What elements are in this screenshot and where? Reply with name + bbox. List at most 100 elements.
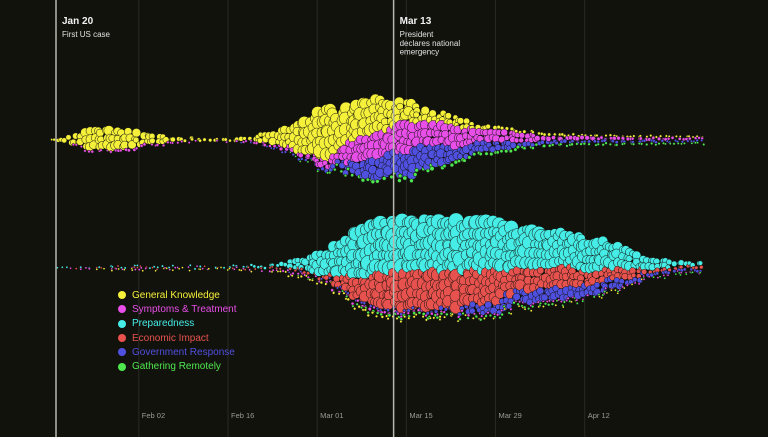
- bubble-general-knowledge: [110, 269, 114, 272]
- bubble-general-knowledge: [324, 282, 328, 286]
- legend-item: Government Response: [118, 345, 236, 359]
- bubble-preparedness: [666, 259, 673, 266]
- bubble-preparedness: [671, 260, 678, 267]
- bubble-gathering-remotely: [375, 179, 380, 184]
- bubble-general-knowledge: [181, 266, 184, 269]
- bubble-symptoms-treatment: [500, 308, 504, 312]
- bubble-gathering-remotely: [601, 293, 605, 297]
- bubble-symptoms-treatment: [235, 139, 239, 143]
- bubble-gathering-remotely: [531, 305, 535, 309]
- bubble-general-knowledge: [562, 134, 567, 138]
- bubble-economic-impact: [270, 265, 274, 269]
- bubble-general-knowledge: [403, 315, 407, 319]
- bubble-general-knowledge: [457, 117, 465, 125]
- bubble-symptoms-treatment: [83, 149, 87, 153]
- bubble-gathering-remotely: [457, 159, 461, 163]
- bubble-gathering-remotely: [387, 313, 392, 318]
- bubble-symptoms-treatment: [676, 269, 679, 273]
- bubble-symptoms-treatment: [579, 135, 585, 141]
- bubble-symptoms-treatment: [424, 313, 428, 318]
- legend-dot-icon: [118, 334, 126, 343]
- bubble-government-response: [682, 267, 687, 272]
- bubble-general-knowledge: [428, 316, 432, 320]
- bubble-general-knowledge: [529, 309, 533, 313]
- bubble-government-response: [320, 166, 325, 171]
- bubble-symptoms-treatment: [133, 268, 137, 271]
- bubble-government-response: [655, 271, 660, 276]
- bubble-symptoms-treatment: [496, 313, 500, 317]
- bubble-symptoms-treatment: [235, 265, 239, 269]
- bubble-symptoms-treatment: [547, 299, 551, 303]
- bubble-symptoms-treatment: [566, 296, 570, 300]
- bubble-general-knowledge: [608, 133, 613, 137]
- bubble-gathering-remotely: [500, 312, 504, 317]
- bubble-gathering-remotely: [657, 142, 661, 146]
- bubble-symptoms-treatment: [584, 135, 590, 141]
- bubble-general-knowledge: [170, 136, 176, 143]
- bubble-government-response: [411, 306, 415, 310]
- bubble-gathering-remotely: [547, 303, 551, 307]
- bubble-symptoms-treatment: [536, 300, 540, 304]
- bubble-symptoms-treatment: [559, 300, 563, 303]
- bubble-symptoms-treatment: [492, 312, 496, 316]
- bubble-symptoms-treatment: [630, 136, 635, 141]
- bubble-economic-impact: [259, 266, 263, 270]
- legend-label: Economic Impact: [132, 332, 209, 344]
- bubble-economic-impact: [678, 264, 684, 270]
- event-description: declares national: [400, 39, 461, 48]
- bubble-gathering-remotely: [679, 273, 682, 277]
- bubble-symptoms-treatment: [161, 143, 166, 148]
- bubble-symptoms-treatment: [215, 139, 219, 143]
- bubble-gathering-remotely: [365, 177, 370, 182]
- bubble-gathering-remotely: [581, 299, 585, 303]
- bubble-general-knowledge: [141, 269, 145, 273]
- bubble-government-response: [386, 308, 390, 313]
- bubble-government-response: [562, 138, 568, 144]
- bubble-general-knowledge: [395, 316, 399, 321]
- bubble-symptoms-treatment: [254, 141, 259, 145]
- bubble-symptoms-treatment: [442, 310, 446, 314]
- bubble-economic-impact: [132, 265, 136, 269]
- bubble-symptoms-treatment: [575, 298, 579, 302]
- bubble-general-knowledge: [198, 138, 202, 143]
- bubble-general-knowledge: [315, 282, 319, 286]
- bubble-gathering-remotely: [370, 179, 376, 185]
- bubble-government-response: [505, 302, 513, 310]
- bubble-symptoms-treatment: [137, 268, 141, 272]
- event-title: Mar 13: [400, 16, 432, 27]
- bubble-symptoms-treatment: [647, 275, 651, 279]
- bubble-gathering-remotely: [542, 143, 547, 148]
- bubble-general-knowledge: [640, 278, 643, 281]
- bubble-general-knowledge: [363, 308, 367, 312]
- bubble-general-knowledge: [542, 305, 545, 308]
- bubble-general-knowledge: [412, 315, 416, 319]
- bubble-government-response: [265, 145, 269, 148]
- bubble-symptoms-treatment: [503, 135, 510, 141]
- bubble-symptoms-treatment: [670, 136, 675, 140]
- bubble-gathering-remotely: [375, 311, 380, 315]
- bubble-general-knowledge: [450, 312, 454, 316]
- bubble-general-knowledge: [270, 270, 274, 274]
- bubble-general-knowledge: [407, 316, 411, 320]
- bubble-preparedness: [249, 263, 254, 267]
- bubble-gathering-remotely: [690, 141, 694, 145]
- bubble-general-knowledge: [471, 316, 475, 320]
- bubble-symptoms-treatment: [79, 144, 83, 149]
- bubble-gathering-remotely: [582, 141, 587, 146]
- bubble-symptoms-treatment: [367, 307, 372, 312]
- bubble-gathering-remotely: [531, 146, 535, 150]
- bubble-general-knowledge: [249, 270, 253, 273]
- bubble-gathering-remotely: [467, 155, 472, 160]
- bubble-general-knowledge: [366, 313, 370, 318]
- event-title: Jan 20: [62, 16, 94, 27]
- bubble-gathering-remotely: [515, 145, 520, 150]
- bubble-general-knowledge: [654, 135, 658, 139]
- bubble-gathering-remotely: [435, 315, 440, 320]
- bubble-symptoms-treatment: [568, 135, 574, 141]
- bubble-government-response: [275, 146, 279, 149]
- bubble-general-knowledge: [605, 291, 609, 295]
- bubble-preparedness: [222, 266, 226, 270]
- bubble-symptoms-treatment: [233, 267, 236, 271]
- bubble-symptoms-treatment: [656, 136, 662, 141]
- bubble-gathering-remotely: [512, 301, 516, 305]
